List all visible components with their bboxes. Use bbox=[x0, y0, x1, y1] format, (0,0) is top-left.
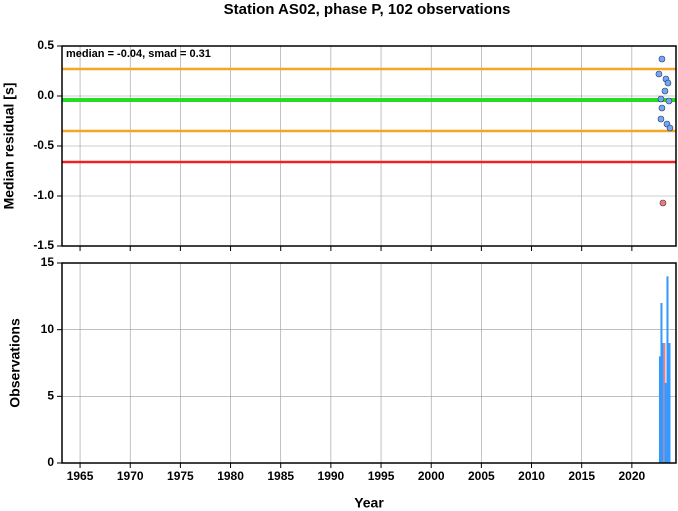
x-tick-label: 2010 bbox=[518, 469, 545, 483]
frame bbox=[61, 45, 677, 247]
point bbox=[661, 87, 669, 95]
x-tick-label: 1975 bbox=[167, 469, 194, 483]
x-axis-label: Year bbox=[354, 495, 384, 511]
point bbox=[658, 104, 666, 112]
y-tick-label: 0.0 bbox=[37, 88, 54, 102]
point bbox=[665, 97, 673, 105]
y-axis-label: Observations bbox=[7, 318, 23, 408]
x-tick-label: 2020 bbox=[619, 469, 646, 483]
point bbox=[657, 95, 665, 103]
bar bbox=[664, 383, 667, 463]
bar bbox=[663, 343, 666, 463]
y-tick-label: 0.5 bbox=[37, 38, 54, 52]
bar bbox=[658, 356, 661, 463]
bar bbox=[660, 303, 663, 463]
y-tick-label: 10 bbox=[41, 322, 55, 336]
x-tick-label: 2005 bbox=[468, 469, 495, 483]
y-tick-label: -1.5 bbox=[33, 238, 54, 252]
x-tick-label: 1990 bbox=[318, 469, 345, 483]
bar bbox=[668, 343, 671, 463]
x-tick-label: 1995 bbox=[368, 469, 395, 483]
point bbox=[657, 115, 665, 123]
bar bbox=[661, 343, 664, 463]
bar bbox=[666, 276, 669, 463]
plot-area bbox=[62, 263, 676, 463]
x-tick-label: 2015 bbox=[568, 469, 595, 483]
x-tick-label: 1965 bbox=[67, 469, 94, 483]
y-tick-label: 0 bbox=[47, 455, 54, 469]
y-axis-label: Median residual [s] bbox=[1, 83, 17, 210]
chart-title: Station AS02, phase P, 102 observations bbox=[224, 1, 511, 18]
point bbox=[666, 124, 674, 132]
point bbox=[664, 79, 672, 87]
point bbox=[655, 70, 663, 78]
x-tick-label: 1985 bbox=[267, 469, 294, 483]
point bbox=[659, 199, 667, 207]
y-tick-label: 5 bbox=[47, 389, 54, 403]
x-tick-label: 1970 bbox=[117, 469, 144, 483]
y-tick-label: -0.5 bbox=[33, 138, 54, 152]
point bbox=[658, 55, 666, 63]
x-tick-label: 2000 bbox=[418, 469, 445, 483]
annotation: median = -0.04, smad = 0.31 bbox=[66, 48, 211, 60]
frame bbox=[61, 262, 677, 464]
x-tick-label: 1980 bbox=[217, 469, 244, 483]
y-tick-label: 15 bbox=[41, 255, 55, 269]
y-tick-label: -1.0 bbox=[33, 188, 54, 202]
